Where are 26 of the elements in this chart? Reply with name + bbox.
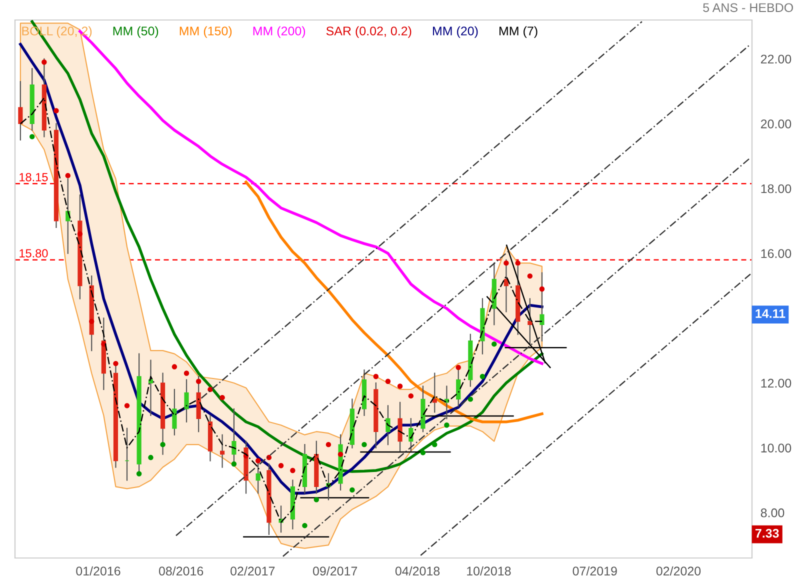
y-tick-label: 18.00 — [761, 184, 792, 194]
text: SAR (0.02, 0.2) — [326, 26, 412, 38]
chart-subtitle: 5 ANS - HEBDO — [703, 3, 793, 12]
x-tick-label: 07/2019 — [572, 566, 617, 576]
text: MM (20) — [432, 26, 478, 38]
x-tick-label: 04/2018 — [395, 566, 440, 576]
text: MM (7) — [500, 26, 538, 38]
text: MM (50) — [113, 26, 158, 38]
y-tick-label: 22.00 — [760, 54, 792, 64]
x-tick-label: 08/2016 — [158, 566, 204, 576]
x-tick-label: 09/2017 — [312, 566, 358, 576]
annotation: 14.11 — [756, 309, 786, 318]
x-tick-label: 10/2018 — [467, 566, 511, 576]
ref-line-label: 15.80 — [20, 249, 48, 258]
text: MM (200) — [253, 26, 306, 38]
annotation: 7.33 — [755, 528, 779, 538]
y-tick-label: 16.00 — [761, 249, 792, 258]
y-tick-label: 10.00 — [761, 444, 792, 452]
x-tick-label: 02/2020 — [656, 566, 701, 576]
x-tick-label: 01/2016 — [76, 566, 120, 576]
y-tick-label: 8.00 — [760, 508, 784, 518]
x-tick-label: 02/2017 — [230, 566, 275, 576]
y-tick-label: 20.00 — [760, 120, 792, 128]
y-tick-label: 12.00 — [761, 378, 792, 388]
ref-line-label: 18.15 — [20, 172, 48, 182]
text: MM (150) — [180, 26, 232, 38]
